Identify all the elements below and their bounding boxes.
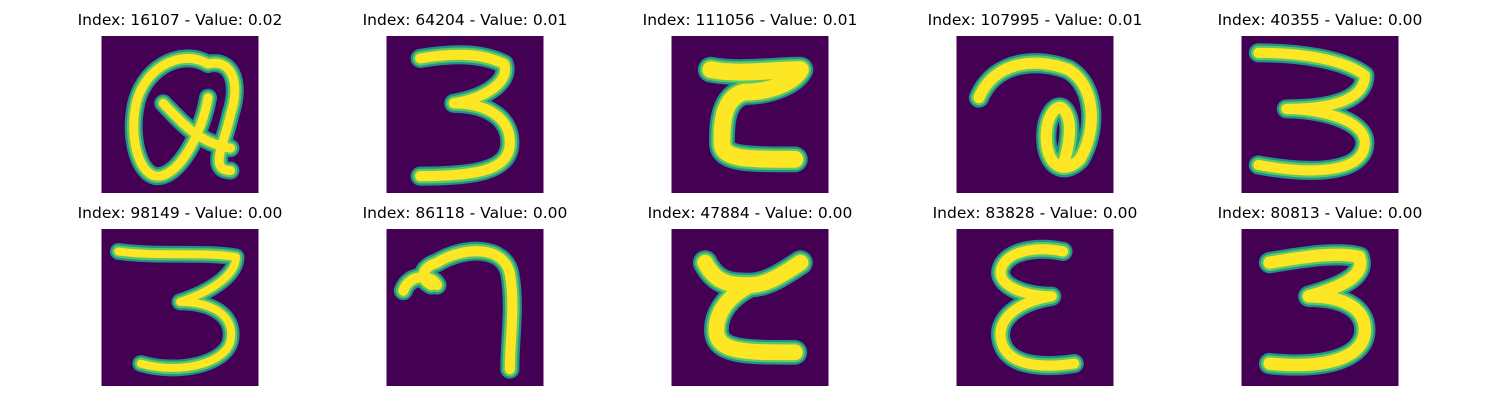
panel-title: Index: 86118 - Value: 0.00 [362,204,568,222]
panel-5: Index: 40355 - Value: 0.00 [1195,10,1445,200]
panel-4: Index: 107995 - Value: 0.01 [910,10,1160,200]
panel-9: Index: 83828 - Value: 0.00 [910,203,1160,393]
panel-title: Index: 107995 - Value: 0.01 [927,11,1143,29]
panel-title: Index: 98149 - Value: 0.00 [77,204,283,222]
digit-image [101,36,259,193]
digit-image [671,229,829,386]
digit-image [671,36,829,193]
digit-image [1241,229,1399,386]
digit-image [386,229,544,386]
panel-title: Index: 16107 - Value: 0.02 [77,11,283,29]
panel-title: Index: 64204 - Value: 0.01 [362,11,568,29]
digit-image [101,229,259,386]
panel-10: Index: 80813 - Value: 0.00 [1195,203,1445,393]
panel-title: Index: 80813 - Value: 0.00 [1217,204,1423,222]
panel-6: Index: 98149 - Value: 0.00 [55,203,305,393]
panel-2: Index: 64204 - Value: 0.01 [340,10,590,200]
panel-7: Index: 86118 - Value: 0.00 [340,203,590,393]
digit-image [386,36,544,193]
panel-title: Index: 47884 - Value: 0.00 [647,204,853,222]
digit-image [956,36,1114,193]
panel-title: Index: 40355 - Value: 0.00 [1217,11,1423,29]
digit-image [956,229,1114,386]
panel-8: Index: 47884 - Value: 0.00 [625,203,875,393]
panel-title: Index: 83828 - Value: 0.00 [932,204,1138,222]
panel-3: Index: 111056 - Value: 0.01 [625,10,875,200]
panel-1: Index: 16107 - Value: 0.02 [55,10,305,200]
digit-image [1241,36,1399,193]
panel-title: Index: 111056 - Value: 0.01 [642,11,858,29]
